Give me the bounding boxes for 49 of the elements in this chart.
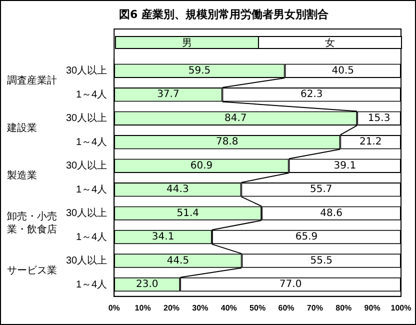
x-tick-label: 40%: [220, 303, 237, 312]
text: 建設業: [6, 122, 37, 134]
data-label: 40.5: [332, 65, 354, 76]
x-tick-label: 10%: [134, 303, 151, 312]
data-label: 59.5: [188, 65, 211, 76]
x-tick-label: 100%: [390, 303, 412, 312]
y-tick-label: 1～4人: [76, 89, 108, 100]
x-tick-label: 80%: [336, 303, 352, 312]
text: 卸売・小売業・飲食店: [7, 210, 57, 236]
y-tick-label: 1～4人: [76, 232, 108, 243]
x-tick-label: 20%: [163, 303, 180, 312]
chart-title: 図6 産業別、規模別常用労働者男女別割合: [119, 7, 328, 22]
data-label: 21.2: [359, 136, 382, 148]
data-label: 51.4: [176, 208, 199, 219]
x-tick-label: 70%: [306, 303, 323, 312]
x-tick-label: 90%: [364, 303, 380, 312]
text: 製造業: [7, 169, 37, 182]
text: 調査産業計: [7, 74, 57, 86]
x-tick-label: 0%: [108, 303, 120, 312]
x-tick-label: 50%: [250, 303, 266, 312]
text: サービス業: [7, 264, 57, 276]
data-label: 39.1: [334, 160, 356, 172]
y-tick-label: 30人以上: [66, 160, 108, 172]
x-tick-label: 30%: [192, 303, 208, 312]
series-label: 女: [258, 37, 401, 48]
y-tick-label: 30人以上: [66, 207, 108, 220]
data-label: 60.9: [190, 160, 213, 172]
data-label: 84.7: [224, 112, 247, 124]
data-label: 55.5: [310, 255, 333, 266]
y-tick-label: 30人以上: [66, 64, 108, 77]
x-tick-label: 60%: [278, 303, 294, 312]
y-tick-label: 30人以上: [66, 254, 108, 267]
data-label: 44.5: [166, 255, 190, 266]
series-label: 男: [116, 37, 258, 48]
data-label: 77.0: [279, 279, 302, 290]
data-label: 44.3: [166, 184, 189, 196]
data-label: 23.0: [136, 279, 158, 290]
data-label: 34.1: [152, 232, 174, 243]
data-label: 78.8: [216, 136, 238, 148]
data-label: 62.3: [300, 89, 323, 100]
y-tick-label: 1～4人: [76, 136, 108, 148]
y-tick-label: 1～4人: [76, 184, 108, 196]
y-tick-label: 1～4人: [76, 279, 108, 290]
y-tick-label: 30人以上: [66, 112, 108, 124]
data-label: 48.6: [320, 208, 342, 219]
data-label: 37.7: [157, 89, 180, 100]
data-label: 65.9: [295, 232, 318, 243]
data-label: 55.7: [310, 184, 332, 196]
data-label: 15.3: [368, 112, 390, 124]
